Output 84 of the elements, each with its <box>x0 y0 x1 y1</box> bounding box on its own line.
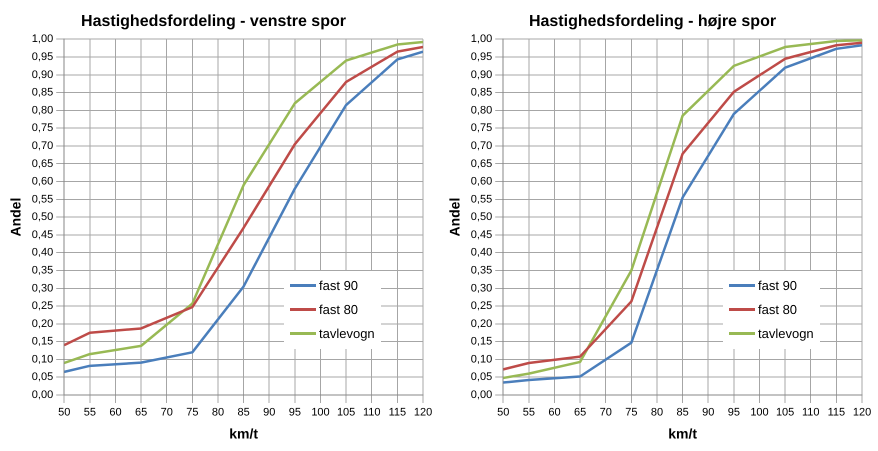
x-tick-label: 90 <box>702 406 714 419</box>
y-tick-label: 0,55 <box>32 193 54 206</box>
y-tick-label: 0,90 <box>32 68 54 81</box>
y-axis-title: Andel <box>446 198 462 237</box>
x-tick-label: 60 <box>109 406 122 419</box>
x-tick-label: 105 <box>336 406 356 419</box>
legend-label: fast 80 <box>758 302 798 318</box>
x-tick-label: 75 <box>186 406 198 419</box>
y-tick-label: 0,40 <box>470 246 492 259</box>
y-tick-label: 0,75 <box>32 122 54 134</box>
y-tick-label: 0,35 <box>32 264 54 276</box>
x-tick-label: 70 <box>600 406 612 419</box>
y-tick-label: 0,80 <box>32 104 54 116</box>
y-tick-label: 0,25 <box>470 300 492 312</box>
y-tick-label: 0,65 <box>470 158 492 170</box>
legend-label: tavlevogn <box>758 326 814 342</box>
x-tick-label: 105 <box>776 406 794 419</box>
y-tick-label: 0,30 <box>32 282 54 294</box>
x-tick-label: 85 <box>676 406 689 419</box>
x-tick-label: 100 <box>311 406 330 419</box>
y-tick-label: 0,75 <box>470 122 492 134</box>
y-tick-label: 0,45 <box>470 228 492 241</box>
y-tick-label: 0,95 <box>32 51 54 64</box>
y-tick-label: 0,45 <box>32 228 54 241</box>
x-tick-label: 110 <box>362 406 381 419</box>
y-tick-label: 0,60 <box>470 176 492 188</box>
y-tick-label: 0,35 <box>470 264 492 276</box>
y-tick-label: 0,70 <box>470 140 492 152</box>
y-tick-label: 0,25 <box>32 300 54 312</box>
x-tick-label: 80 <box>650 406 664 419</box>
y-tick-label: 0,80 <box>470 104 492 116</box>
x-tick-label: 110 <box>802 406 820 419</box>
y-tick-label: 0,65 <box>32 158 54 170</box>
x-tick-label: 120 <box>852 406 872 419</box>
y-tick-label: 0,00 <box>470 389 492 402</box>
y-tick-label: 0,60 <box>32 176 54 188</box>
x-tick-label: 50 <box>58 406 70 419</box>
x-tick-label: 100 <box>750 406 769 419</box>
y-tick-label: 1,00 <box>470 33 492 46</box>
x-tick-label: 120 <box>414 406 432 419</box>
y-tick-label: 1,00 <box>32 33 54 46</box>
y-tick-label: 0,50 <box>32 211 54 224</box>
x-tick-label: 115 <box>828 406 846 419</box>
x-tick-label: 70 <box>160 406 173 419</box>
y-tick-label: 0,05 <box>470 371 492 384</box>
x-tick-label: 55 <box>522 406 535 419</box>
y-tick-label: 0,55 <box>470 193 492 206</box>
x-axis-title: km/t <box>229 425 258 442</box>
y-tick-label: 0,85 <box>470 86 492 99</box>
y-tick-label: 0,30 <box>470 282 492 294</box>
legend-label: fast 80 <box>319 302 358 318</box>
x-tick-label: 50 <box>497 406 510 419</box>
chart-title: Hastighedsfordeling - højre spor <box>528 13 776 30</box>
x-tick-label: 80 <box>212 406 224 419</box>
chart-title: Hastighedsfordeling - venstre spor <box>81 13 346 30</box>
y-axis-title: Andel <box>7 198 24 237</box>
y-tick-label: 0,15 <box>32 336 54 348</box>
y-tick-label: 0,05 <box>32 371 54 384</box>
x-tick-label: 55 <box>84 406 96 419</box>
y-tick-label: 0,10 <box>470 353 492 366</box>
x-tick-label: 75 <box>625 406 638 419</box>
legend-label: tavlevogn <box>319 326 375 342</box>
x-tick-label: 95 <box>288 406 301 419</box>
legend-label: fast 90 <box>758 278 798 294</box>
x-tick-label: 95 <box>728 406 740 419</box>
y-tick-label: 0,15 <box>470 336 492 348</box>
y-tick-label: 0,10 <box>32 353 54 366</box>
x-tick-label: 65 <box>574 406 586 419</box>
y-tick-label: 0,20 <box>32 318 54 330</box>
y-tick-label: 0,20 <box>470 318 492 330</box>
y-tick-label: 0,90 <box>470 68 492 81</box>
y-tick-label: 0,00 <box>32 389 54 402</box>
legend-label: fast 90 <box>319 278 358 294</box>
x-tick-label: 65 <box>134 406 148 419</box>
y-tick-label: 0,50 <box>470 211 492 224</box>
y-tick-label: 0,85 <box>32 86 54 99</box>
y-tick-label: 0,40 <box>32 246 54 259</box>
x-tick-label: 90 <box>263 406 276 419</box>
x-axis-title: km/t <box>668 425 698 442</box>
x-tick-label: 85 <box>237 406 250 419</box>
y-tick-label: 0,70 <box>32 140 54 152</box>
y-tick-label: 0,95 <box>470 51 492 64</box>
x-tick-label: 115 <box>388 406 406 419</box>
x-tick-label: 60 <box>548 406 561 419</box>
